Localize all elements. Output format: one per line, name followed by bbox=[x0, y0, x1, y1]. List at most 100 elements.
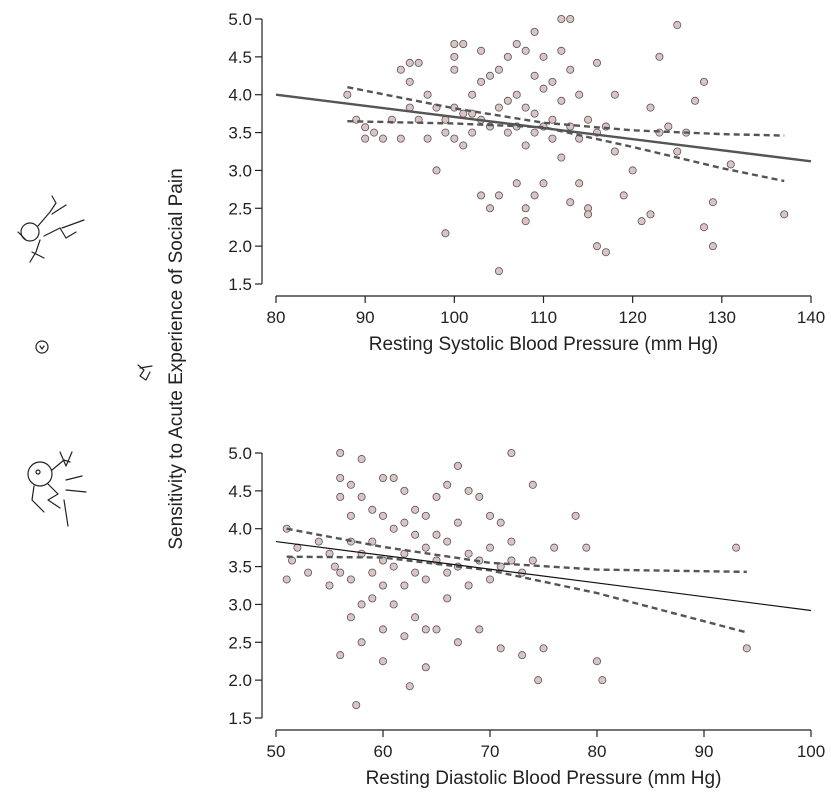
data-point bbox=[421, 575, 430, 584]
data-point bbox=[477, 46, 486, 55]
data-point bbox=[441, 229, 450, 238]
data-point bbox=[352, 701, 361, 710]
data-point bbox=[330, 562, 339, 571]
data-point bbox=[780, 210, 789, 219]
data-point bbox=[450, 134, 459, 143]
data-point bbox=[389, 562, 398, 571]
data-point bbox=[378, 625, 387, 634]
data-point bbox=[405, 58, 414, 67]
data-point bbox=[571, 511, 580, 520]
x-tick-label: 80 bbox=[267, 308, 286, 327]
data-point bbox=[450, 65, 459, 74]
data-point bbox=[496, 518, 505, 527]
data-point bbox=[475, 625, 484, 634]
data-point bbox=[557, 153, 566, 162]
data-point bbox=[494, 103, 503, 112]
data-point bbox=[503, 96, 512, 105]
data-point bbox=[548, 134, 557, 143]
data-point bbox=[582, 543, 591, 552]
data-point bbox=[708, 242, 717, 251]
data-point bbox=[494, 65, 503, 74]
data-point bbox=[700, 223, 709, 232]
regression-line bbox=[275, 93, 812, 163]
x-tick-label: 50 bbox=[267, 742, 286, 761]
data-point bbox=[628, 166, 637, 175]
data-point bbox=[521, 46, 530, 55]
data-point bbox=[346, 511, 355, 520]
data-point bbox=[304, 568, 313, 577]
data-point bbox=[282, 575, 291, 584]
data-point bbox=[400, 518, 409, 527]
x-tick-label: 60 bbox=[374, 742, 393, 761]
data-point bbox=[400, 549, 409, 558]
data-point bbox=[593, 242, 602, 251]
data-point bbox=[637, 217, 646, 226]
data-point bbox=[477, 77, 486, 86]
data-point bbox=[405, 77, 414, 86]
data-point bbox=[357, 600, 366, 609]
data-point bbox=[336, 568, 345, 577]
y-tick-label: 3.5 bbox=[228, 124, 252, 143]
y-tick-label: 2.0 bbox=[228, 237, 252, 256]
data-point bbox=[610, 147, 619, 156]
data-point bbox=[530, 191, 539, 200]
data-point bbox=[357, 455, 366, 464]
data-point bbox=[336, 473, 345, 482]
x-tick-label: 90 bbox=[695, 742, 714, 761]
data-point bbox=[400, 486, 409, 495]
data-point bbox=[389, 524, 398, 533]
data-point bbox=[708, 198, 717, 207]
data-point bbox=[494, 191, 503, 200]
data-point bbox=[357, 638, 366, 647]
data-point bbox=[566, 198, 575, 207]
data-point bbox=[584, 210, 593, 219]
data-point bbox=[378, 581, 387, 590]
data-point bbox=[646, 210, 655, 219]
data-point bbox=[530, 109, 539, 118]
y-tick-label: 4.5 bbox=[228, 482, 252, 501]
data-point bbox=[575, 179, 584, 188]
data-point bbox=[584, 115, 593, 124]
data-point bbox=[528, 480, 537, 489]
data-point bbox=[673, 147, 682, 156]
data-point bbox=[357, 492, 366, 501]
confidence-band-lower bbox=[286, 555, 748, 634]
y-tick-label: 3.5 bbox=[228, 558, 252, 577]
y-tick-label: 5.0 bbox=[228, 10, 252, 29]
data-point bbox=[503, 52, 512, 61]
data-point bbox=[664, 122, 673, 131]
y-tick-label: 5.0 bbox=[228, 444, 252, 463]
data-point bbox=[405, 682, 414, 691]
data-point bbox=[368, 594, 377, 603]
data-point bbox=[414, 58, 423, 67]
y-tick-label: 4.0 bbox=[228, 520, 252, 539]
data-point bbox=[453, 461, 462, 470]
data-point bbox=[521, 204, 530, 213]
data-point bbox=[432, 492, 441, 501]
data-point bbox=[389, 600, 398, 609]
data-point bbox=[575, 90, 584, 99]
x-tick-label: 100 bbox=[797, 742, 825, 761]
data-point bbox=[468, 90, 477, 99]
data-point bbox=[443, 480, 452, 489]
data-point bbox=[548, 115, 557, 124]
data-point bbox=[453, 638, 462, 647]
data-point bbox=[370, 128, 379, 137]
data-point bbox=[423, 134, 432, 143]
data-point bbox=[400, 632, 409, 641]
x-tick-label: 80 bbox=[588, 742, 607, 761]
y-tick-label: 1.5 bbox=[228, 275, 252, 294]
data-point bbox=[441, 128, 450, 137]
data-point bbox=[459, 141, 468, 150]
data-point bbox=[485, 575, 494, 584]
data-point bbox=[593, 58, 602, 67]
data-point bbox=[336, 651, 345, 660]
data-point bbox=[450, 39, 459, 48]
data-point bbox=[507, 537, 516, 546]
y-tick-label: 2.5 bbox=[228, 633, 252, 652]
data-point bbox=[411, 568, 420, 577]
data-point bbox=[288, 556, 297, 565]
data-point bbox=[742, 644, 751, 653]
data-point bbox=[464, 549, 473, 558]
data-point bbox=[528, 556, 537, 565]
